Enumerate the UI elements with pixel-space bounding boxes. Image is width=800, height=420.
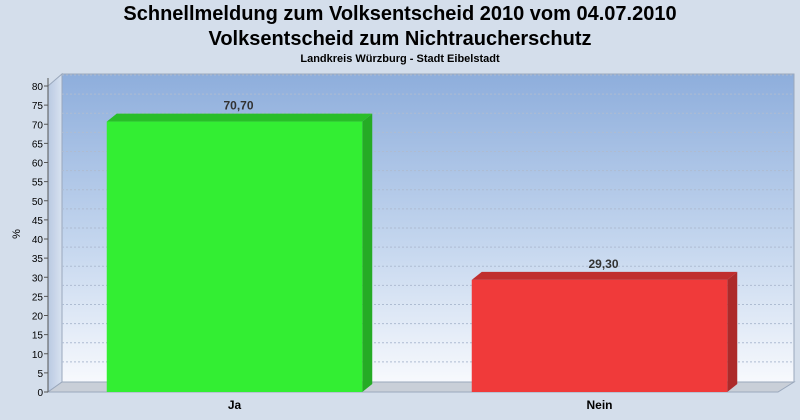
y-tick-label: 70 [32, 120, 44, 131]
bar-side [727, 271, 738, 392]
y-tick-label: 40 [32, 235, 44, 246]
y-tick-label: 5 [37, 369, 43, 380]
plot-side-wall [47, 72, 63, 393]
y-tick-label: 20 [32, 312, 44, 323]
data-label: 29,30 [588, 257, 618, 271]
y-tick-label: 0 [37, 388, 43, 399]
chart-title: Schnellmeldung zum Volksentscheid 2010 v… [123, 3, 677, 25]
bar [471, 279, 728, 392]
y-tick-label: 55 [32, 178, 44, 189]
x-category-label: Nein [586, 398, 612, 412]
y-tick-label: 60 [32, 159, 44, 170]
y-axis-label: % [11, 229, 23, 239]
data-label: 70,70 [223, 99, 253, 113]
y-tick-label: 45 [32, 216, 44, 227]
chart-region-subtitle: Landkreis Würzburg - Stadt Eibelstadt [300, 53, 500, 65]
y-tick-label: 80 [32, 82, 44, 93]
bar-side [362, 113, 373, 392]
bar-top [106, 113, 373, 122]
y-tick-label: 30 [32, 273, 44, 284]
x-category-label: Ja [228, 398, 242, 412]
y-tick-label: 35 [32, 254, 44, 265]
y-tick-label: 10 [32, 350, 44, 361]
bar [106, 121, 363, 392]
y-tick-label: 15 [32, 331, 44, 342]
chart-subtitle-line2: Volksentscheid zum Nichtraucherschutz [208, 28, 592, 50]
y-tick-label: 50 [32, 197, 44, 208]
y-tick-label: 25 [32, 292, 44, 303]
y-tick-label: 65 [32, 139, 44, 150]
bar-top [471, 271, 738, 280]
y-tick-label: 75 [32, 101, 44, 112]
